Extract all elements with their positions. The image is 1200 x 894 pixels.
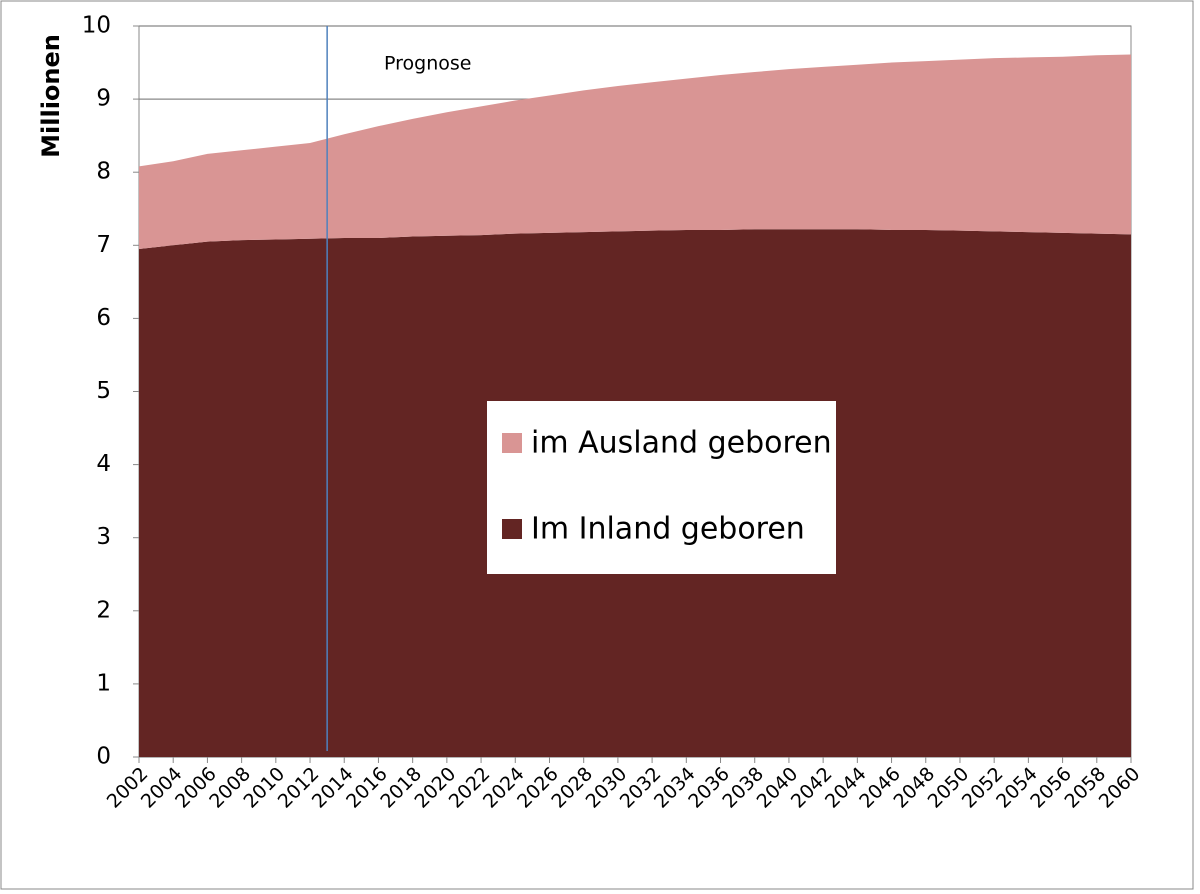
legend-swatch xyxy=(502,519,522,539)
y-tick-label: 9 xyxy=(96,86,111,112)
y-tick-label: 8 xyxy=(96,159,111,185)
y-tick-label: 1 xyxy=(96,670,111,696)
y-tick-label: 3 xyxy=(96,524,111,550)
y-axis-label: Millionen xyxy=(37,34,65,158)
y-tick-label: 6 xyxy=(96,305,111,331)
y-tick-label: 0 xyxy=(96,744,111,770)
annotation: Prognose xyxy=(384,53,471,75)
y-tick-label: 5 xyxy=(96,378,111,404)
legend-swatch xyxy=(502,433,522,453)
legend-box xyxy=(487,401,836,574)
legend-label: Im Inland geboren xyxy=(531,512,805,547)
y-tick-label: 7 xyxy=(96,232,111,258)
y-tick-label: 2 xyxy=(96,597,111,623)
legend-label: im Ausland geboren xyxy=(531,426,832,461)
y-tick-label: 10 xyxy=(82,13,111,39)
area xyxy=(139,54,1131,249)
y-tick-label: 4 xyxy=(96,451,111,477)
